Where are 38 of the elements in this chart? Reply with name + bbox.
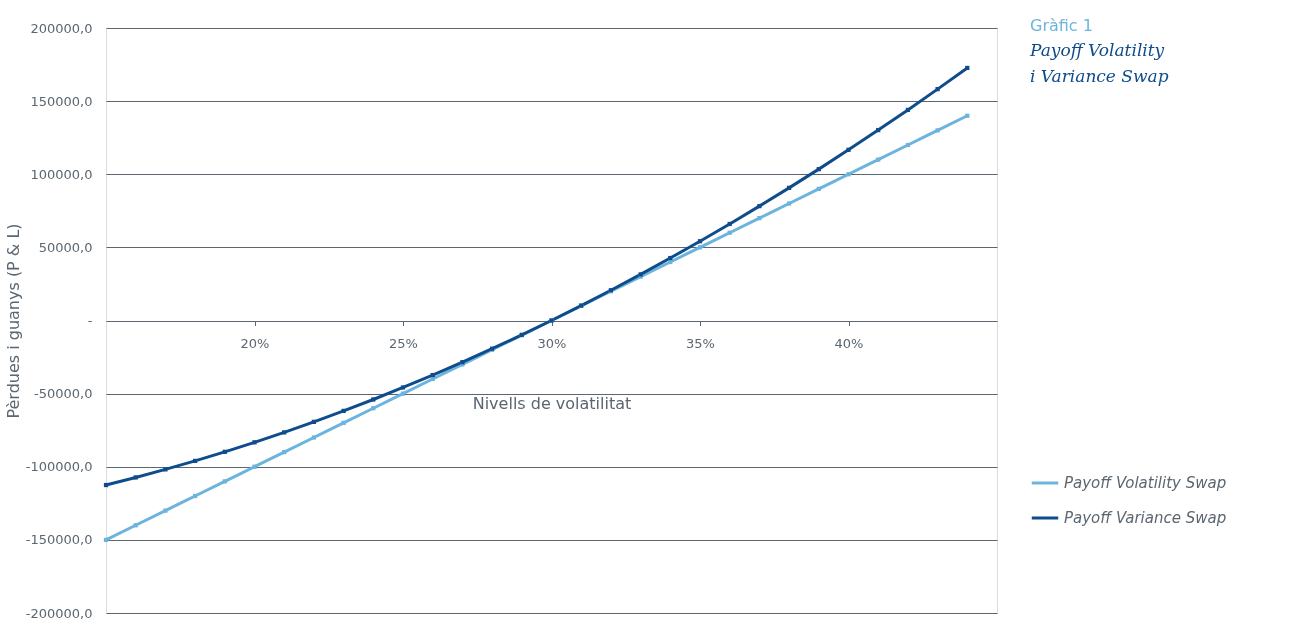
y-axis-title: Pèrdues i guanys (P & L) bbox=[3, 223, 23, 419]
point bbox=[341, 420, 346, 425]
point bbox=[341, 408, 346, 413]
point bbox=[935, 128, 940, 133]
text: Gràfic 1 bbox=[1030, 16, 1093, 35]
point bbox=[400, 385, 406, 390]
x-tick-label: 20% bbox=[240, 336, 270, 351]
point bbox=[371, 397, 376, 402]
legend-label: Payoff Volatility Swap bbox=[1064, 474, 1227, 492]
y-tick-label: -100000,0 bbox=[25, 459, 93, 475]
y-tick-label: 200000,0 bbox=[30, 20, 93, 36]
x-tick-label: 40% bbox=[834, 336, 864, 351]
point bbox=[282, 430, 287, 435]
point bbox=[846, 172, 851, 177]
y-tick-label: -200000,0 bbox=[25, 605, 93, 621]
point bbox=[846, 147, 851, 152]
y-tick-label: -50000,0 bbox=[34, 386, 93, 402]
y-tick-label: 150000,0 bbox=[30, 93, 93, 109]
x-tick-label: 30% bbox=[537, 336, 567, 351]
point bbox=[757, 216, 762, 221]
y-tick-label: - bbox=[87, 313, 93, 328]
y-tick-label: 50000,0 bbox=[38, 239, 93, 255]
x-tick-label: 35% bbox=[686, 336, 715, 351]
point bbox=[163, 508, 168, 513]
point bbox=[133, 475, 138, 480]
x-axis-title: Nivells de volatilitat bbox=[472, 394, 632, 413]
point bbox=[252, 440, 257, 445]
text: Payoff Volatility i Variance Swap bbox=[1029, 40, 1169, 86]
point bbox=[786, 201, 792, 206]
point bbox=[163, 467, 168, 472]
point bbox=[252, 464, 257, 469]
point bbox=[311, 435, 317, 440]
y-tick-label: 100000,0 bbox=[30, 166, 93, 182]
legend-label: Payoff Variance Swap bbox=[1064, 509, 1227, 527]
y-tick-label: -150000,0 bbox=[25, 532, 93, 548]
point bbox=[757, 204, 762, 209]
point bbox=[935, 87, 940, 92]
x-tick-label: 25% bbox=[389, 336, 418, 351]
